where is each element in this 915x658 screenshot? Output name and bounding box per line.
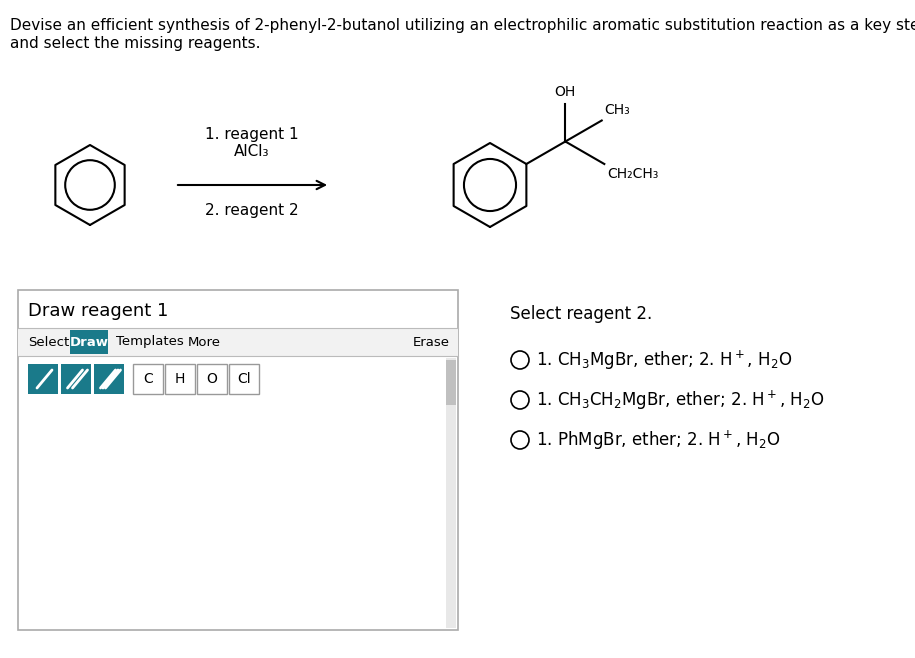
Text: 2. reagent 2: 2. reagent 2 [205, 203, 299, 218]
FancyBboxPatch shape [18, 328, 458, 356]
Text: C: C [143, 372, 153, 386]
Text: 1. reagent 1: 1. reagent 1 [205, 128, 299, 143]
Text: Devise an efficient synthesis of 2-phenyl-2-butanol utilizing an electrophilic a: Devise an efficient synthesis of 2-pheny… [10, 18, 915, 33]
Text: Select reagent 2.: Select reagent 2. [510, 305, 652, 323]
FancyBboxPatch shape [61, 364, 91, 394]
Text: Draw: Draw [70, 336, 109, 349]
FancyBboxPatch shape [28, 364, 58, 394]
Text: Draw reagent 1: Draw reagent 1 [28, 302, 168, 320]
Text: H: H [175, 372, 185, 386]
FancyBboxPatch shape [70, 330, 108, 354]
Text: and select the missing reagents.: and select the missing reagents. [10, 36, 261, 51]
FancyBboxPatch shape [133, 364, 163, 394]
Text: Templates: Templates [116, 336, 184, 349]
Text: O: O [207, 372, 218, 386]
FancyBboxPatch shape [165, 364, 195, 394]
Text: OH: OH [554, 86, 576, 99]
FancyBboxPatch shape [446, 360, 456, 405]
FancyBboxPatch shape [229, 364, 259, 394]
Text: AlCl₃: AlCl₃ [234, 145, 270, 159]
Text: Erase: Erase [413, 336, 450, 349]
Text: CH₃: CH₃ [605, 103, 630, 118]
Text: 1. CH$_3$CH$_2$MgBr, ether; 2. H$^+$, H$_2$O: 1. CH$_3$CH$_2$MgBr, ether; 2. H$^+$, H$… [536, 388, 824, 412]
Text: 1. CH$_3$MgBr, ether; 2. H$^+$, H$_2$O: 1. CH$_3$MgBr, ether; 2. H$^+$, H$_2$O [536, 348, 792, 372]
Text: CH₂CH₃: CH₂CH₃ [608, 167, 659, 181]
Text: 1. PhMgBr, ether; 2. H$^+$, H$_2$O: 1. PhMgBr, ether; 2. H$^+$, H$_2$O [536, 428, 780, 451]
Text: Select: Select [28, 336, 70, 349]
Text: More: More [188, 336, 221, 349]
FancyBboxPatch shape [94, 364, 124, 394]
FancyBboxPatch shape [197, 364, 227, 394]
FancyBboxPatch shape [446, 358, 456, 628]
FancyBboxPatch shape [18, 290, 458, 630]
Text: Cl: Cl [237, 372, 251, 386]
